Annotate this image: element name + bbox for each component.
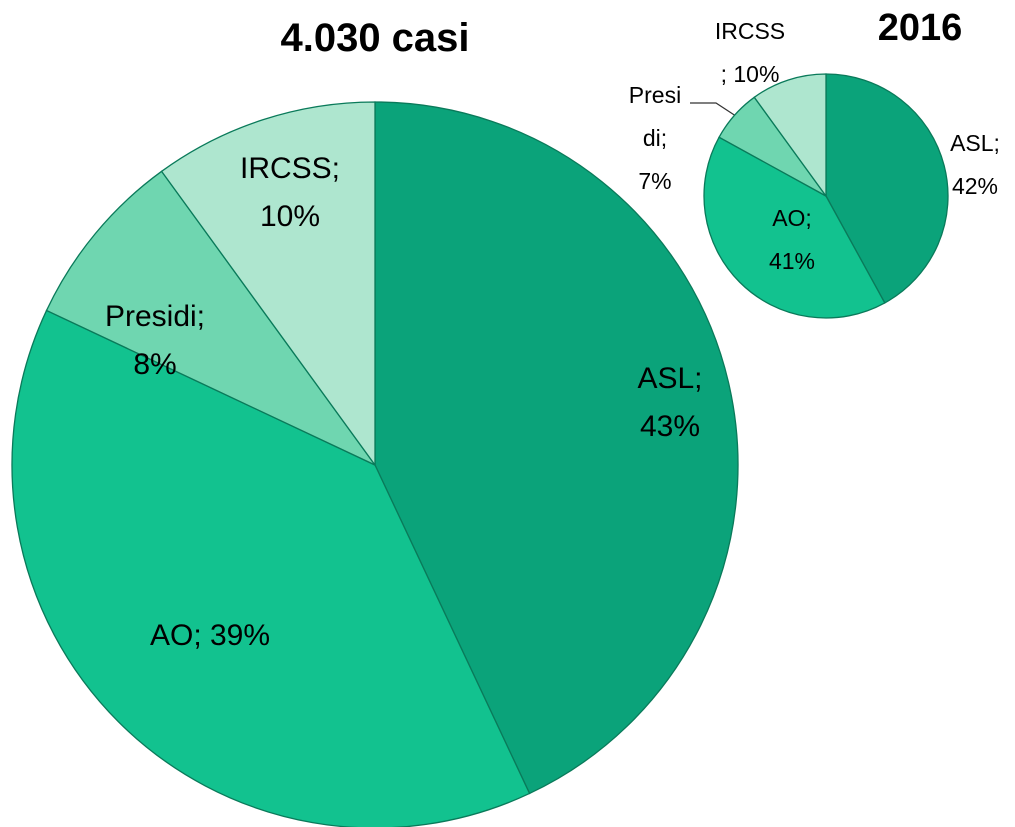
chart-title: 4.030 casi <box>280 16 469 60</box>
pie-slice <box>374 101 739 795</box>
data-label: ASL; 43% <box>637 362 702 443</box>
data-label: IRCSS; 10% <box>715 18 785 87</box>
data-label: AO; 39% <box>150 619 270 652</box>
data-label: Presi di; 7% <box>629 82 681 194</box>
data-label: ASL; 42% <box>950 130 1000 199</box>
pie-slice <box>753 73 827 199</box>
chart-title: 2016 <box>878 7 963 49</box>
pie-slice <box>160 101 376 468</box>
data-label: Presidi; 8% <box>105 300 205 381</box>
pie-slice <box>703 136 886 319</box>
pie-slice <box>45 170 376 466</box>
data-label: IRCSS; 10% <box>240 152 340 233</box>
data-label: AO; 41% <box>769 205 815 274</box>
pie-slice <box>825 73 949 304</box>
